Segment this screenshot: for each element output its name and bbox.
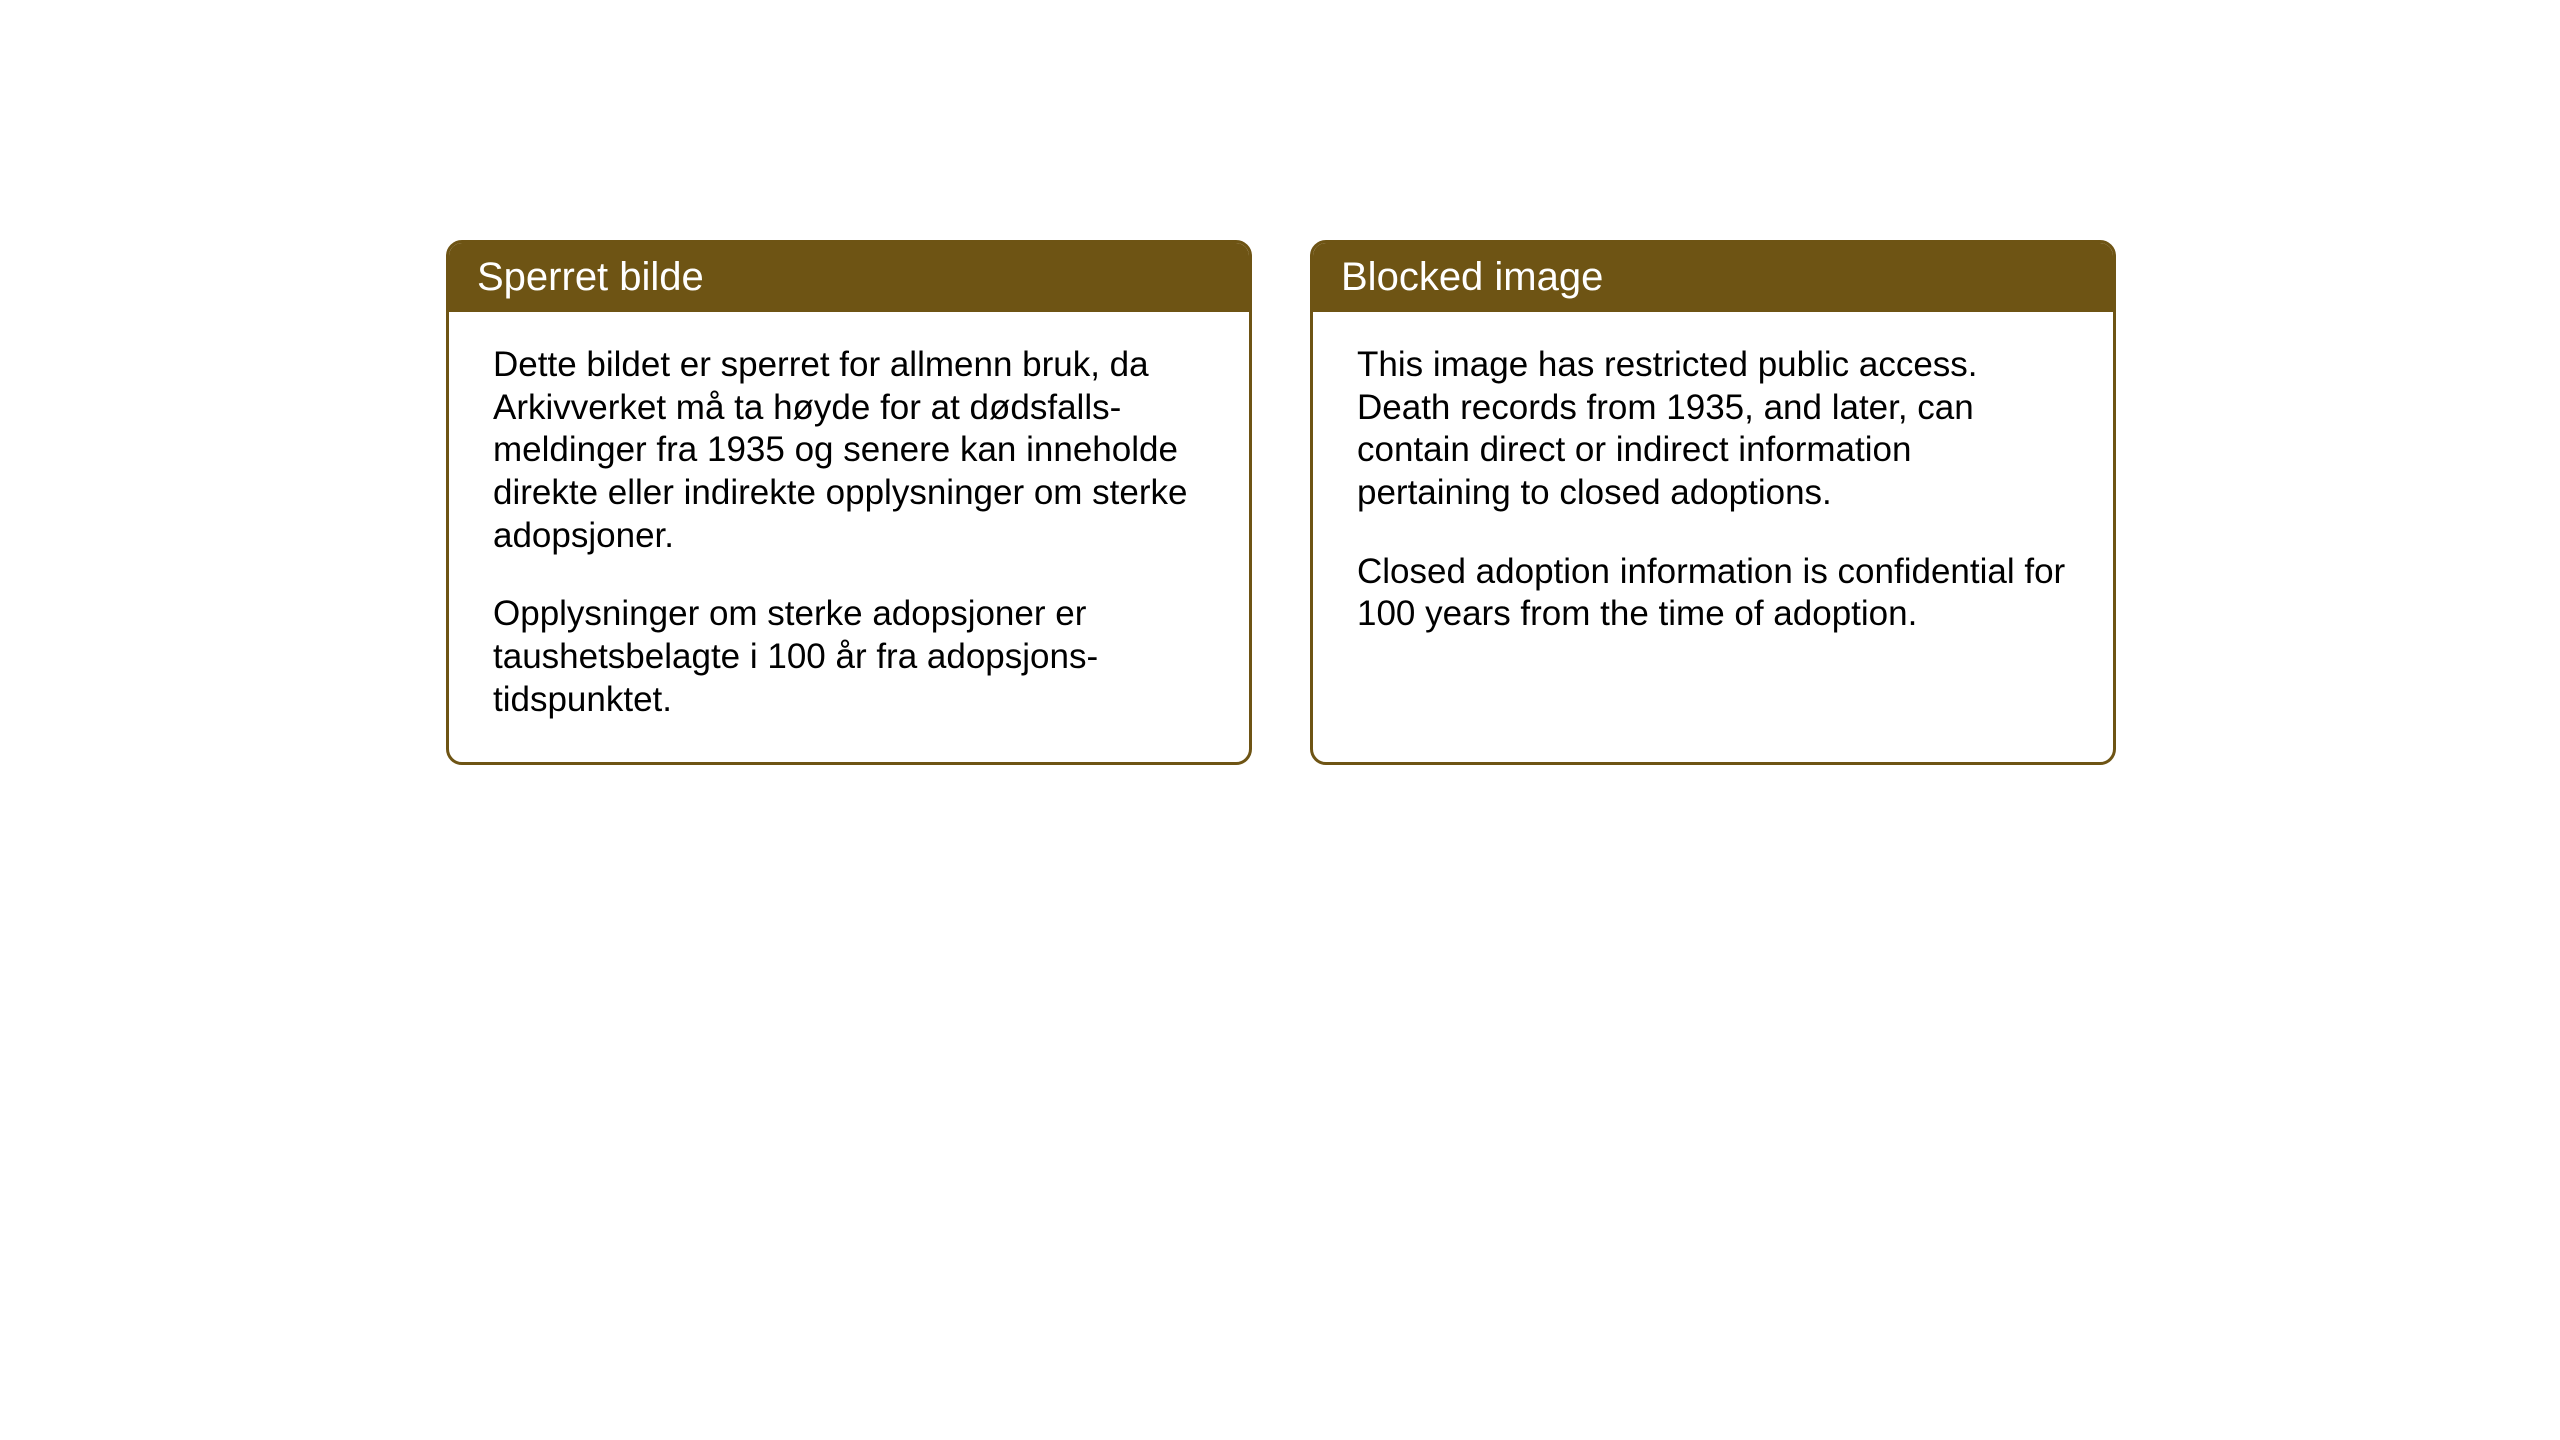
norwegian-paragraph-2: Opplysninger om sterke adopsjoner er tau…	[493, 593, 1205, 721]
english-paragraph-1: This image has restricted public access.…	[1357, 344, 2069, 515]
norwegian-card-title: Sperret bilde	[449, 243, 1249, 312]
english-card-title: Blocked image	[1313, 243, 2113, 312]
norwegian-card-body: Dette bildet er sperret for allmenn bruk…	[449, 312, 1249, 762]
norwegian-notice-card: Sperret bilde Dette bildet er sperret fo…	[446, 240, 1252, 765]
english-paragraph-2: Closed adoption information is confident…	[1357, 551, 2069, 636]
english-card-body: This image has restricted public access.…	[1313, 312, 2113, 676]
english-notice-card: Blocked image This image has restricted …	[1310, 240, 2116, 765]
norwegian-paragraph-1: Dette bildet er sperret for allmenn bruk…	[493, 344, 1205, 557]
notice-container: Sperret bilde Dette bildet er sperret fo…	[446, 240, 2116, 765]
